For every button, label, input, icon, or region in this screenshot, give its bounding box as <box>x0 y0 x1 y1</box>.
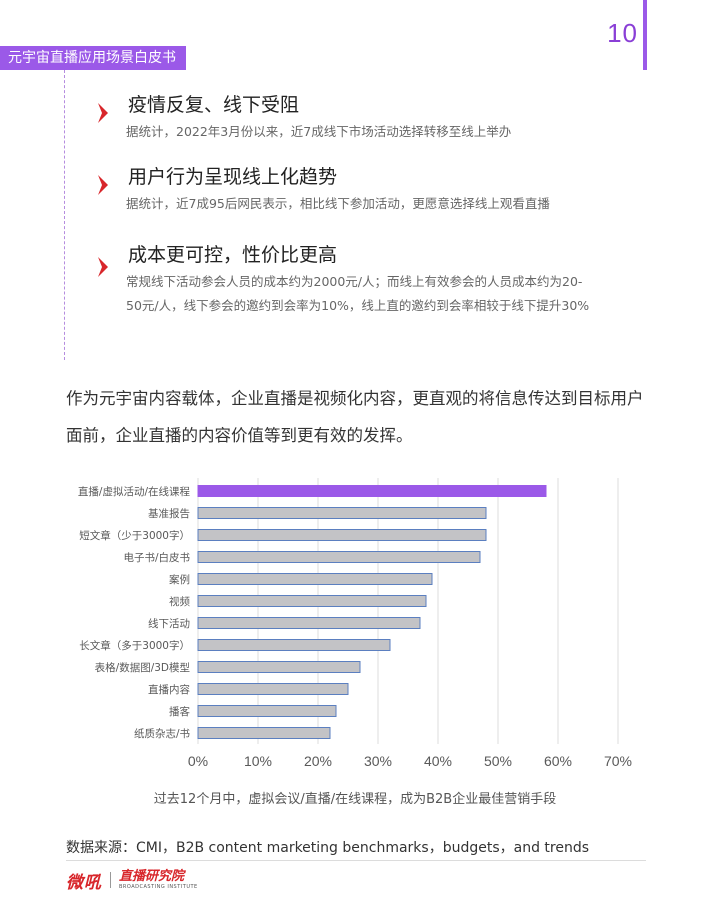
logo-separator <box>110 872 111 888</box>
key-point-body: 常规线下活动参会人员的成本约为2000元/人；而线上有效参会的人员成本约为20-… <box>126 274 590 313</box>
key-point-body: 据统计，近7成95后网民表示，相比线下参加活动，更愿意选择线上观看直播 <box>126 196 550 211</box>
x-tick-label: 0% <box>188 753 208 769</box>
category-label: 播客 <box>169 705 190 718</box>
x-tick-label: 30% <box>364 753 392 769</box>
x-tick-label: 40% <box>424 753 452 769</box>
top-accent-rule <box>643 0 647 70</box>
category-label: 电子书/白皮书 <box>123 551 190 564</box>
bar <box>197 683 349 695</box>
category-label: 长文章（多于3000字） <box>79 639 190 652</box>
document-title-tag: 元宇宙直播应用场景白皮书 <box>0 46 186 70</box>
institute-logo: 直播研究院 BROADCASTING INSTITUTE <box>119 870 198 890</box>
bar <box>197 727 331 739</box>
marketing-tactics-bar-chart: 0% 10% 20% 30% 40% 50% 60% 70% 直播/虚拟活动/在线课程基准报告短… <box>0 472 710 772</box>
footer-divider <box>66 860 646 861</box>
bar <box>197 639 391 651</box>
bar <box>197 551 481 563</box>
category-label: 直播内容 <box>148 683 190 696</box>
bar <box>197 617 421 629</box>
institute-name: 直播研究院 <box>119 869 185 884</box>
bar <box>197 573 433 585</box>
bar <box>197 595 427 607</box>
x-tick-label: 10% <box>244 753 272 769</box>
institute-name-en: BROADCASTING INSTITUTE <box>119 884 198 890</box>
category-label: 直播/虚拟活动/在线课程 <box>78 485 191 498</box>
category-label: 案例 <box>169 573 190 586</box>
bar-chart-svg: 0% 10% 20% 30% 40% 50% 60% 70% 直播/虚拟活动/在线课程基准报告短… <box>78 478 632 769</box>
intro-paragraph: 作为元宇宙内容载体，企业直播是视频化内容，更直观的将信息传达到目标用户面前，企业… <box>66 389 644 445</box>
x-tick-label: 50% <box>484 753 512 769</box>
bar <box>197 705 337 717</box>
footer-logo: 微吼 直播研究院 BROADCASTING INSTITUTE <box>66 868 198 893</box>
category-label: 视频 <box>169 595 190 608</box>
brand-logo-text: 微吼 <box>66 872 102 893</box>
dashed-divider <box>64 70 65 360</box>
key-point-title: 成本更可控，性价比更高 <box>128 244 338 266</box>
category-label: 表格/数据图/3D模型 <box>95 661 190 674</box>
category-label: 基准报告 <box>148 507 190 520</box>
data-source: 数据来源：CMI，B2B content marketing benchmark… <box>66 840 590 856</box>
x-tick-label: 70% <box>604 753 632 769</box>
x-tick-label: 20% <box>304 753 332 769</box>
chevron-right-icon <box>98 257 108 277</box>
chevron-right-icon <box>98 103 108 123</box>
bar <box>197 661 361 673</box>
category-label: 线下活动 <box>148 617 190 630</box>
key-point-3: 成本更可控，性价比更高 常规线下活动参会人员的成本约为2000元/人；而线上有效… <box>96 240 606 340</box>
key-point-1: 疫情反复、线下受阻 据统计，2022年3月份以来，近7成线下市场活动选择转移至线… <box>96 90 606 150</box>
key-point-title: 疫情反复、线下受阻 <box>128 94 300 116</box>
bar <box>197 529 487 541</box>
key-point-body: 据统计，2022年3月份以来，近7成线下市场活动选择转移至线上举办 <box>126 124 512 139</box>
x-tick-label: 60% <box>544 753 572 769</box>
chart-caption: 过去12个月中，虚拟会议/直播/在线课程，成为B2B企业最佳营销手段 <box>153 792 557 807</box>
chevron-right-icon <box>98 175 108 195</box>
key-point-title: 用户行为呈现线上化趋势 <box>128 166 338 188</box>
category-label: 纸质杂志/书 <box>134 727 190 740</box>
page-number: 10 <box>607 18 638 48</box>
bar <box>197 507 487 519</box>
category-label: 短文章（少于3000字） <box>79 529 190 542</box>
key-point-2: 用户行为呈现线上化趋势 据统计，近7成95后网民表示，相比线下参加活动，更愿意选… <box>96 162 606 222</box>
bar <box>197 485 547 497</box>
